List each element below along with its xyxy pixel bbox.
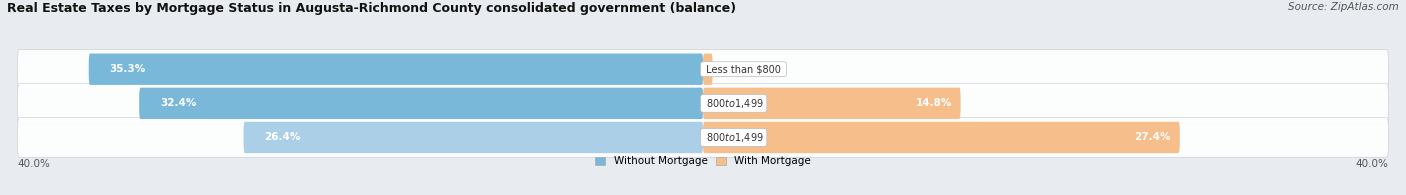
Text: $800 to $1,499: $800 to $1,499 xyxy=(703,97,765,110)
Legend: Without Mortgage, With Mortgage: Without Mortgage, With Mortgage xyxy=(595,156,811,166)
FancyBboxPatch shape xyxy=(703,88,960,119)
FancyBboxPatch shape xyxy=(139,88,703,119)
Text: 27.4%: 27.4% xyxy=(1135,132,1171,143)
FancyBboxPatch shape xyxy=(17,83,1389,123)
Text: 0.55%: 0.55% xyxy=(721,64,758,74)
Text: Source: ZipAtlas.com: Source: ZipAtlas.com xyxy=(1288,2,1399,12)
Text: 32.4%: 32.4% xyxy=(160,98,197,108)
FancyBboxPatch shape xyxy=(703,54,713,85)
Text: 14.8%: 14.8% xyxy=(915,98,952,108)
Text: $800 to $1,499: $800 to $1,499 xyxy=(703,131,765,144)
Text: 40.0%: 40.0% xyxy=(17,159,51,169)
FancyBboxPatch shape xyxy=(17,118,1389,157)
FancyBboxPatch shape xyxy=(17,50,1389,89)
Text: Real Estate Taxes by Mortgage Status in Augusta-Richmond County consolidated gov: Real Estate Taxes by Mortgage Status in … xyxy=(7,2,737,15)
Text: 40.0%: 40.0% xyxy=(1355,159,1389,169)
FancyBboxPatch shape xyxy=(243,122,703,153)
FancyBboxPatch shape xyxy=(703,122,1180,153)
Text: Less than $800: Less than $800 xyxy=(703,64,785,74)
Text: 35.3%: 35.3% xyxy=(110,64,146,74)
Text: 26.4%: 26.4% xyxy=(264,132,301,143)
FancyBboxPatch shape xyxy=(89,54,703,85)
